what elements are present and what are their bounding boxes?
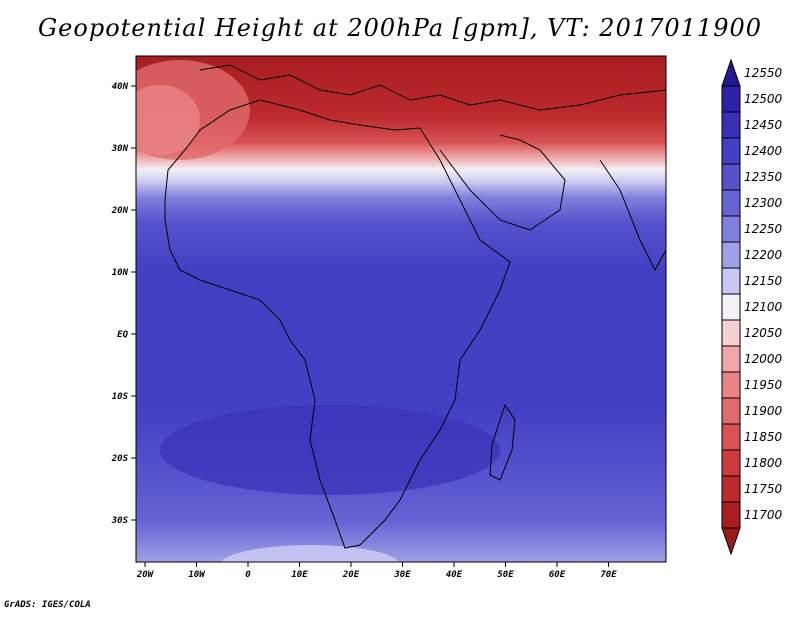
lon-tick-label: 70E	[600, 570, 617, 580]
field-patch-south	[160, 405, 500, 495]
colorbar-label: 11700	[744, 508, 783, 522]
colorbar-label: 11850	[744, 430, 783, 444]
colorbar-label: 12400	[744, 144, 783, 158]
colorbar-label: 12350	[744, 170, 783, 184]
grads-credit: GrADS: IGES/COLA	[4, 600, 91, 610]
colorbar-top-arrow	[721, 58, 741, 87]
colorbar-swatch	[721, 475, 741, 503]
lon-tick-label: 40E	[446, 570, 463, 580]
colorbar-swatch	[721, 85, 741, 113]
colorbar-swatch	[721, 397, 741, 425]
lon-tick-label: 0	[245, 570, 251, 580]
lon-tick-label: 50E	[497, 570, 514, 580]
lon-tick-label: 60E	[549, 570, 566, 580]
colorbar-label: 11750	[744, 482, 783, 496]
colorbar-label: 12100	[744, 300, 783, 314]
map-plot-area	[136, 56, 666, 562]
arabia-coastline	[439, 134, 566, 231]
colorbar-swatch	[721, 319, 741, 347]
europe-coastline	[199, 64, 666, 111]
colorbar-label: 12300	[744, 196, 783, 210]
colorbar-swatch	[721, 345, 741, 373]
madagascar-coastline	[489, 403, 516, 481]
lat-tick-label: 40N	[112, 82, 129, 92]
colorbar-label: 11800	[744, 456, 783, 470]
map-title: Geopotential Height at 200hPa [gpm], VT:…	[38, 14, 762, 42]
colorbar-bottom-arrow	[721, 527, 741, 556]
lat-tick-label: 10S	[112, 392, 129, 402]
colorbar-swatch	[721, 371, 741, 399]
colorbar-swatch	[721, 423, 741, 451]
africa-coastline	[164, 99, 511, 549]
colorbar-label: 11900	[744, 404, 783, 418]
colorbar-label: 12200	[744, 248, 783, 262]
lon-tick-label: 10E	[291, 570, 308, 580]
lat-tick-label: 30S	[111, 516, 129, 526]
colorbar-swatch	[721, 267, 741, 295]
colorbar-swatch	[721, 215, 741, 243]
colorbar-swatch	[721, 293, 741, 321]
colorbar-label: 12150	[744, 274, 783, 288]
colorbar-swatch	[721, 501, 741, 529]
colorbar-label: 12500	[744, 92, 783, 106]
lon-tick-label: 30E	[393, 570, 411, 580]
colorbar-label: 12250	[744, 222, 783, 236]
india-coastline	[599, 159, 666, 272]
lat-tick-label: 20S	[111, 454, 129, 464]
colorbar-swatch	[721, 241, 741, 269]
colorbar: 12550 12500 12450 12400 12350 12300 12250 12200…	[721, 58, 783, 556]
lat-tick-label: 20N	[111, 206, 129, 216]
colorbar-label: 12450	[744, 118, 783, 132]
lat-tick-label: 10N	[112, 268, 129, 278]
colorbar-label: 12050	[744, 326, 783, 340]
field-patch-sw	[221, 545, 399, 562]
lon-tick-label: 10W	[188, 570, 206, 580]
lon-tick-label: 20W	[136, 570, 155, 580]
colorbar-label: 11950	[744, 378, 783, 392]
colorbar-swatch	[721, 137, 741, 165]
colorbar-swatch	[721, 163, 741, 191]
colorbar-swatch	[721, 111, 741, 139]
lat-tick-label: 30N	[111, 144, 129, 154]
longitude-axis: 20W 10W 0 10E 20E 30E 40E 50E 60E 70E	[136, 562, 617, 580]
lat-tick-label: EQ	[117, 330, 128, 340]
field-patch-nw-inner	[136, 85, 200, 155]
lon-tick-label: 20E	[342, 570, 360, 580]
colorbar-swatch	[721, 449, 741, 477]
colorbar-label: 12550	[744, 66, 783, 80]
colorbar-swatch	[721, 189, 741, 217]
colorbar-label: 12000	[744, 352, 783, 366]
map-frame	[135, 55, 667, 563]
latitude-axis: 40N 30N 20N 10N EQ 10S 20S 30S	[111, 82, 136, 526]
